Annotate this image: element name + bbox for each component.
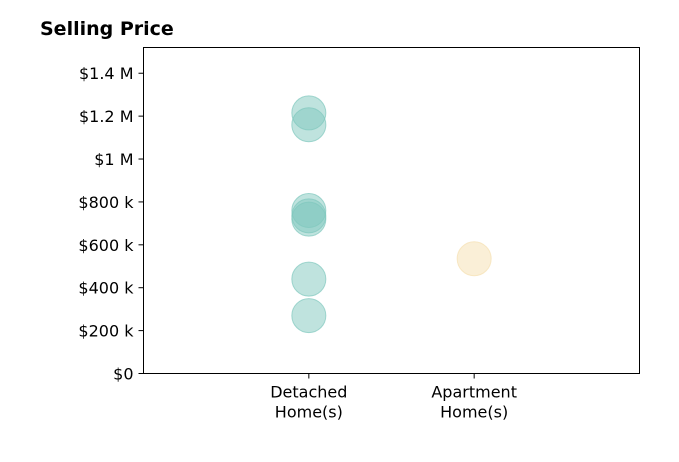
data-point — [456, 241, 492, 277]
x-tick-label: Home(s) — [440, 403, 508, 422]
x-tick-label: Detached — [270, 383, 347, 402]
data-point — [291, 298, 327, 334]
x-tick-label: Home(s) — [275, 403, 343, 422]
y-axis: $0 $200 k $400 k $600 k $800 k $1 M $1.2 M $1.4… — [78, 64, 144, 384]
y-tick-label: $400 k — [78, 279, 134, 298]
data-point — [291, 261, 327, 297]
y-tick-label: $1.2 M — [79, 107, 134, 126]
x-tick-label: Apartment — [431, 383, 517, 402]
data-points — [291, 95, 492, 334]
y-tick-label: $0 — [113, 365, 133, 384]
data-point — [291, 201, 327, 237]
chart-title: Selling Price — [40, 18, 174, 40]
plot-area-frame — [143, 47, 640, 374]
y-tick-label: $200 k — [78, 322, 134, 341]
y-tick-label: $800 k — [78, 193, 134, 212]
y-tick-label: $1.4 M — [79, 64, 134, 83]
y-tick-label: $600 k — [78, 236, 134, 255]
data-point — [291, 107, 327, 143]
y-tick-label: $1 M — [94, 150, 133, 169]
